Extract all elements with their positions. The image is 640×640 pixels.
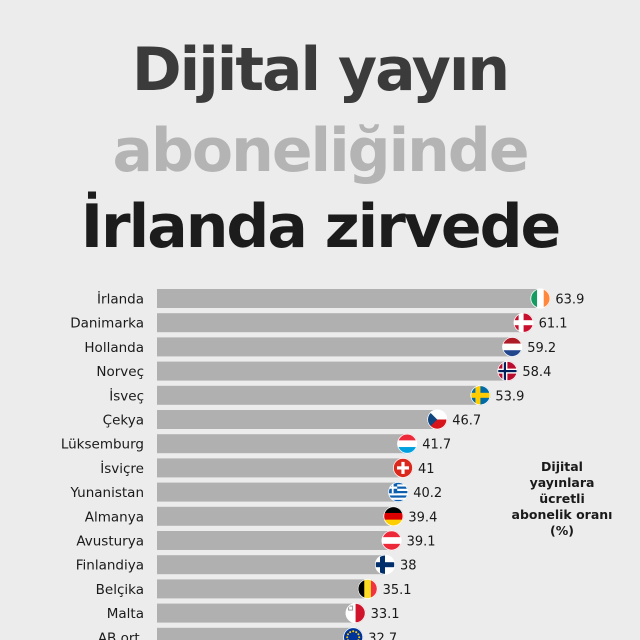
value-label: 41.7 bbox=[422, 438, 451, 453]
value-label: 63.9 bbox=[555, 293, 584, 308]
bar-row: Malta 33.1 bbox=[107, 603, 400, 624]
value-label: 61.1 bbox=[539, 317, 568, 332]
norway-flag-icon bbox=[497, 361, 518, 382]
austria-flag-icon bbox=[381, 530, 402, 551]
bar-row: Almanya 39.4 bbox=[85, 506, 437, 527]
value-label: 38 bbox=[400, 559, 417, 574]
value-label: 35.1 bbox=[383, 583, 412, 598]
bar-row: İsveç 53.9 bbox=[109, 385, 524, 406]
bar-row: Çekya 46.7 bbox=[103, 409, 481, 430]
category-label: Norveç bbox=[96, 364, 144, 380]
switzerland-flag-icon bbox=[392, 457, 413, 478]
category-label: Almanya bbox=[85, 509, 144, 525]
bar-row: İrlanda 63.9 bbox=[97, 288, 584, 309]
bar bbox=[157, 482, 399, 502]
bar-row: Avusturya 39.1 bbox=[76, 530, 436, 551]
category-label: Hollanda bbox=[84, 340, 144, 356]
value-label: 53.9 bbox=[495, 389, 524, 404]
germany-flag-icon bbox=[383, 506, 404, 527]
bar bbox=[157, 458, 403, 478]
category-label: Danimarka bbox=[70, 316, 144, 332]
title-line-3: İrlanda zirvede bbox=[80, 192, 562, 262]
bar bbox=[157, 603, 356, 623]
category-label: Finlandiya bbox=[76, 558, 144, 574]
value-label: 41 bbox=[418, 462, 435, 477]
value-label: 40.2 bbox=[413, 486, 442, 501]
bar-row: İsviçre 41 bbox=[100, 457, 435, 478]
value-label: 39.1 bbox=[407, 535, 436, 550]
value-label: 32.7 bbox=[368, 631, 397, 640]
eu-flag-icon bbox=[343, 627, 364, 640]
chart-note: Dijital yayınlara ücretli abonelik oranı… bbox=[511, 459, 613, 538]
category-label: İsveç bbox=[109, 386, 144, 404]
category-label: Çekya bbox=[103, 413, 144, 429]
category-label: AB ort. bbox=[98, 630, 144, 640]
category-label: İrlanda bbox=[97, 290, 144, 308]
bar-row: Yunanistan 40.2 bbox=[69, 482, 442, 503]
bar-row: Finlandiya 38 bbox=[76, 554, 417, 575]
category-label: Belçika bbox=[96, 582, 144, 598]
bar bbox=[157, 313, 524, 333]
bar bbox=[157, 506, 394, 526]
bar-row: Hollanda 59.2 bbox=[84, 336, 556, 357]
bar-row: Belçika 35.1 bbox=[96, 578, 412, 599]
category-label: Lüksemburg bbox=[61, 437, 144, 453]
category-label: Avusturya bbox=[76, 534, 144, 550]
category-label: İsviçre bbox=[100, 459, 144, 477]
value-label: 33.1 bbox=[371, 607, 400, 622]
bar bbox=[157, 410, 438, 429]
title-line-2: aboneliğinde bbox=[112, 116, 529, 186]
malta-flag-icon bbox=[345, 603, 366, 624]
value-label: 59.2 bbox=[527, 341, 556, 356]
luxembourg-flag-icon bbox=[397, 433, 418, 454]
title-line-1: Dijital yayın bbox=[131, 35, 510, 105]
denmark-flag-icon bbox=[513, 312, 534, 333]
belgium-flag-icon bbox=[357, 578, 378, 599]
bar bbox=[157, 579, 368, 599]
value-label: 39.4 bbox=[408, 510, 437, 525]
sweden-flag-icon bbox=[470, 385, 491, 406]
finland-flag-icon bbox=[374, 554, 395, 575]
value-label: 46.7 bbox=[452, 414, 481, 429]
bar bbox=[157, 385, 481, 405]
value-label: 58.4 bbox=[522, 365, 551, 380]
ireland-flag-icon bbox=[530, 288, 551, 309]
bar-row: Lüksemburg 41.7 bbox=[61, 433, 451, 454]
category-label: Malta bbox=[107, 606, 144, 622]
bar bbox=[157, 337, 513, 357]
bar bbox=[157, 361, 508, 381]
category-label: Yunanistan bbox=[69, 485, 144, 501]
bar-row: AB ort. 32.7 bbox=[98, 627, 397, 640]
bar bbox=[157, 555, 385, 575]
bar bbox=[157, 289, 541, 308]
bar-row: Norveç 58.4 bbox=[96, 361, 551, 382]
greece-flag-icon bbox=[388, 482, 409, 503]
bar bbox=[157, 434, 408, 454]
bar bbox=[157, 531, 392, 550]
netherlands-flag-icon bbox=[502, 336, 523, 357]
bar bbox=[157, 627, 354, 640]
bar-row: Danimarka 61.1 bbox=[70, 312, 568, 333]
czechia-flag-icon bbox=[427, 409, 448, 430]
